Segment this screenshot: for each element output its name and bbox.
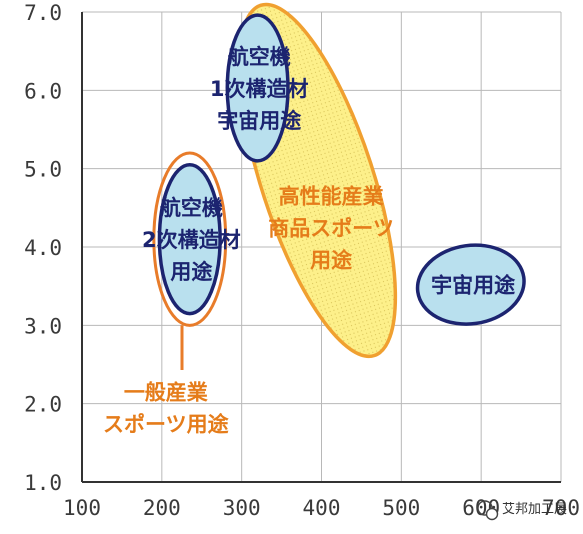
watermark: 艾邦加工展: [477, 500, 567, 521]
region-label: 航空機 1次構造材宇宙用途: [210, 45, 309, 133]
region-label-line: 宇宙用途: [217, 109, 302, 133]
wechat-icon: [477, 500, 499, 521]
region-label-line: 航空機: [228, 45, 291, 69]
x-tick-label: 400: [303, 496, 341, 520]
region-ellipse: [415, 243, 526, 326]
region-label-line: スポーツ用途: [103, 413, 230, 437]
region-label-line: 高性能産業: [279, 184, 385, 208]
region-label-line: 1次構造材: [210, 77, 309, 101]
x-tick-label: 300: [223, 496, 261, 520]
region-label-line: 宇宙用途: [431, 274, 516, 298]
x-tick-label: 100: [63, 496, 101, 520]
region-label-line: 用途: [170, 260, 213, 284]
y-tick-label: 5.0: [24, 158, 62, 182]
y-tick-label: 6.0: [24, 79, 62, 103]
region-ellipse: [225, 13, 290, 163]
x-tick-label: 700: [542, 496, 580, 520]
y-tick-label: 2.0: [24, 393, 62, 417]
watermark-text: 艾邦加工展: [502, 502, 567, 517]
region-label: 一般産業スポーツ用途: [103, 381, 230, 437]
region-label: 航空機 2次構造材用途: [142, 196, 241, 284]
y-tick-label: 1.0: [24, 471, 62, 495]
region-label-line: 2次構造材: [142, 228, 241, 252]
region-label: 高性能産業商品スポーツ用途: [268, 184, 394, 272]
y-tick-label: 3.0: [24, 314, 62, 338]
y-tick-label: 7.0: [24, 1, 62, 25]
region-label-line: 航空機: [160, 196, 223, 220]
region-label: 宇宙用途: [431, 274, 516, 298]
y-tick-label: 4.0: [24, 236, 62, 260]
axes: [81, 12, 561, 483]
x-tick-label: 200: [143, 496, 181, 520]
region-label-line: 商品スポーツ: [268, 216, 394, 240]
region-label-line: 用途: [310, 248, 353, 272]
region-ellipse: [157, 163, 222, 316]
regions: [152, 2, 526, 359]
region-ellipse: [152, 151, 228, 327]
x-tick-label: 500: [382, 496, 420, 520]
region-label-line: 一般産業: [124, 381, 209, 405]
